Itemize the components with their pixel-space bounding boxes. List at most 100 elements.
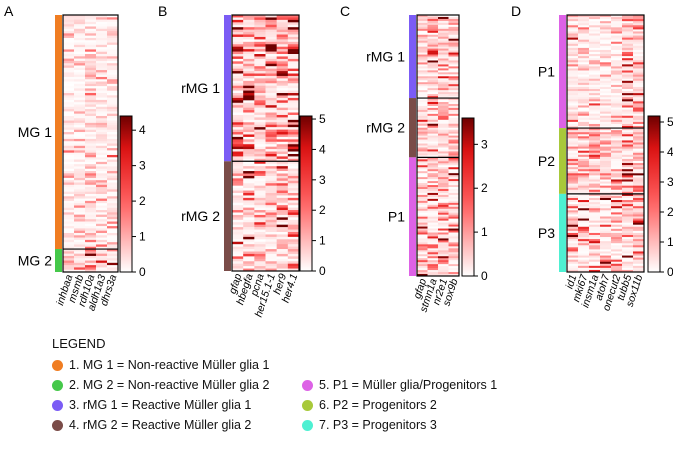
heatmap-cell — [276, 75, 289, 79]
heatmap-cell — [96, 191, 108, 195]
heatmap-cell — [276, 263, 289, 267]
heatmap-cell — [567, 80, 579, 84]
heatmap-cell — [276, 249, 289, 252]
heatmap-cell — [417, 107, 428, 111]
heatmap-cell — [85, 216, 97, 220]
heatmap-cell — [589, 132, 601, 135]
heatmap-cell — [96, 67, 108, 71]
heatmap-cell — [438, 44, 449, 47]
heatmap-cell — [427, 34, 439, 38]
heatmap-cell — [63, 210, 75, 213]
heatmap-cell — [276, 46, 289, 50]
heatmap-cell — [600, 76, 612, 80]
heatmap-cell — [589, 216, 601, 219]
heatmap-cell — [448, 216, 460, 219]
heatmap-cell — [107, 216, 119, 220]
heatmap-cell — [254, 78, 266, 82]
heatmap-cell — [232, 56, 244, 60]
heatmap-cell — [232, 141, 244, 145]
heatmap-cell — [74, 136, 86, 140]
heatmap-cell — [107, 262, 119, 266]
heatmap-cell — [438, 105, 449, 109]
heatmap-cell — [254, 136, 266, 140]
heatmap-cell — [417, 102, 428, 105]
heatmap-cell — [276, 71, 289, 74]
heatmap-cell — [276, 224, 289, 228]
heatmap-cell — [611, 177, 623, 180]
heatmap-cell — [589, 25, 601, 28]
heatmap-cell — [448, 92, 460, 95]
heatmap-cell — [287, 27, 300, 30]
heatmap-cell — [254, 190, 266, 194]
heatmap-cell — [622, 41, 634, 45]
heatmap-cell — [438, 250, 449, 253]
heatmap-cell — [417, 260, 428, 263]
heatmap-cell — [427, 256, 439, 259]
heatmap-cell — [633, 237, 645, 240]
heatmap-cell — [417, 206, 428, 210]
heatmap-cell — [417, 135, 428, 138]
heatmap-cell — [622, 43, 634, 47]
heatmap-cell — [600, 80, 612, 84]
heatmap-cell — [265, 63, 277, 67]
heatmap-cell — [232, 158, 244, 162]
heatmap-cell — [622, 216, 634, 219]
heatmap-cell — [265, 192, 277, 196]
heatmap-cell — [567, 206, 579, 209]
heatmap-cell — [600, 107, 612, 110]
heatmap-cell — [600, 232, 612, 236]
heatmap-cell — [287, 71, 300, 74]
heatmap-cell — [427, 216, 439, 219]
heatmap-cell — [107, 44, 119, 48]
heatmap-cell — [622, 115, 634, 119]
colorbar-tick-label: 3 — [481, 137, 488, 151]
heatmap-cell — [107, 242, 119, 245]
heatmap-cell — [287, 15, 300, 18]
heatmap-cell — [448, 18, 460, 22]
heatmap-cell — [427, 54, 439, 57]
heatmap-cell — [633, 226, 645, 230]
heatmap-cell — [578, 113, 590, 117]
heatmap-cell — [600, 103, 612, 106]
heatmap-cell — [276, 166, 289, 169]
heatmap-cell — [74, 102, 86, 105]
heatmap-cell — [611, 103, 623, 106]
heatmap-cell — [254, 34, 266, 38]
heatmap-cell — [589, 191, 601, 195]
heatmap-cell — [589, 58, 601, 61]
heatmap-cell — [96, 171, 108, 174]
heatmap-cell — [417, 175, 428, 178]
heatmap-cell — [96, 262, 108, 266]
heatmap-cell — [611, 68, 623, 71]
heatmap-cell — [448, 147, 460, 150]
heatmap-cell — [276, 268, 289, 272]
heatmap-cell — [63, 251, 75, 254]
heatmap-cell — [611, 167, 623, 170]
heatmap-cell — [589, 204, 601, 207]
colorbar-tick-label: 2 — [667, 205, 673, 219]
heatmap-cell — [438, 214, 449, 217]
heatmap-cell — [600, 169, 612, 172]
heatmap-cell — [232, 134, 244, 138]
heatmap-cell — [438, 28, 449, 32]
heatmap-cell — [633, 25, 645, 28]
heatmap-cell — [589, 243, 601, 246]
heatmap-cell — [427, 149, 439, 152]
heatmap-cell — [417, 64, 428, 67]
heatmap-cell — [107, 90, 119, 94]
heatmap-cell — [622, 23, 634, 26]
heatmap-cell — [287, 234, 300, 238]
heatmap-cell — [232, 44, 244, 47]
heatmap-cell — [438, 88, 449, 91]
heatmap-cell — [578, 247, 590, 250]
heatmap-cell — [567, 119, 579, 123]
heatmap-cell — [417, 196, 428, 200]
colorbar-tick-label: 4 — [667, 145, 673, 159]
heatmap-cell — [85, 74, 97, 78]
heatmap-cell — [265, 54, 277, 57]
heatmap-cell — [265, 112, 277, 116]
heatmap-cell — [287, 222, 300, 225]
heatmap-cell — [276, 27, 289, 30]
heatmap-cell — [63, 58, 75, 62]
heatmap-cell — [63, 19, 75, 23]
